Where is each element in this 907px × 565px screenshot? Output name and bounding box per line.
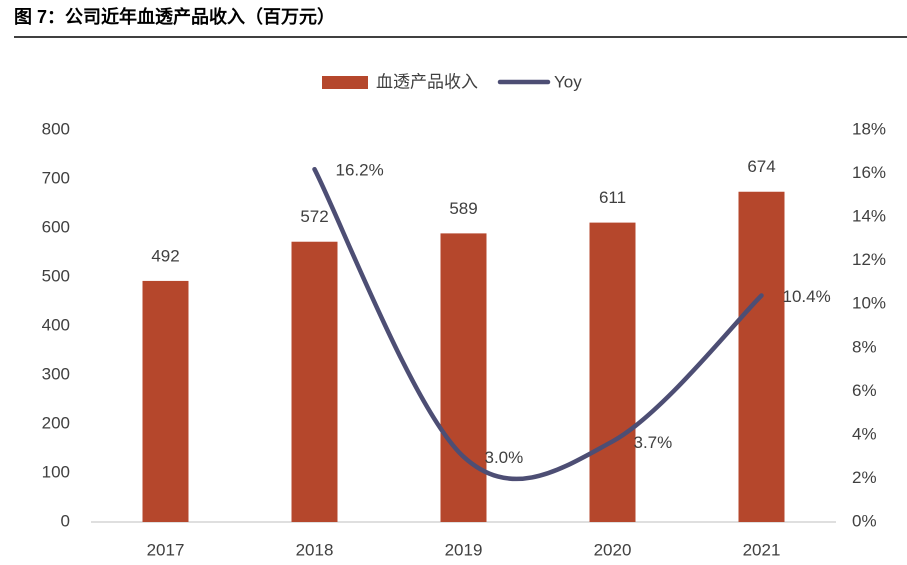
bar-value-label: 674 bbox=[747, 157, 775, 176]
y2-tick-label: 10% bbox=[852, 294, 886, 313]
bar-value-label: 492 bbox=[151, 246, 179, 265]
bar bbox=[738, 191, 785, 523]
y-tick-label: 200 bbox=[42, 413, 70, 432]
y2-tick-label: 18% bbox=[852, 119, 886, 138]
x-tick-label: 2018 bbox=[296, 540, 334, 559]
y-tick-label: 800 bbox=[42, 119, 70, 138]
line-value-label: 3.0% bbox=[485, 448, 524, 467]
line-value-label: 3.7% bbox=[634, 433, 673, 452]
y-tick-label: 400 bbox=[42, 315, 70, 334]
x-tick-label: 2021 bbox=[743, 540, 781, 559]
legend-swatch bbox=[322, 76, 368, 89]
bar-value-label: 572 bbox=[300, 207, 328, 226]
bar bbox=[142, 280, 189, 522]
y2-tick-label: 16% bbox=[852, 163, 886, 182]
bar bbox=[291, 241, 338, 522]
x-tick-label: 2020 bbox=[594, 540, 632, 559]
bar-value-label: 589 bbox=[449, 199, 477, 218]
line-value-label: 16.2% bbox=[336, 161, 384, 180]
y2-tick-label: 2% bbox=[852, 468, 877, 487]
y-tick-label: 600 bbox=[42, 217, 70, 236]
y2-tick-label: 6% bbox=[852, 381, 877, 400]
y-tick-label: 700 bbox=[42, 168, 70, 187]
y2-tick-label: 14% bbox=[852, 207, 886, 226]
bar bbox=[589, 222, 636, 523]
legend-label: 血透产品收入 bbox=[376, 72, 478, 91]
bar bbox=[440, 233, 487, 522]
line bbox=[312, 166, 764, 482]
y2-tick-label: 4% bbox=[852, 424, 877, 443]
legend-label: Yoy bbox=[554, 72, 582, 91]
chart-title: 图 7：公司近年血透产品收入（百万元） bbox=[14, 6, 335, 27]
y-tick-label: 100 bbox=[42, 462, 70, 481]
bar-value-label: 611 bbox=[599, 188, 626, 207]
y2-tick-label: 8% bbox=[852, 337, 877, 356]
y-tick-label: 500 bbox=[42, 266, 70, 285]
y-tick-label: 300 bbox=[42, 364, 70, 383]
x-tick-label: 2019 bbox=[445, 540, 483, 559]
x-tick-label: 2017 bbox=[147, 540, 185, 559]
y-tick-label: 0 bbox=[61, 511, 70, 530]
y2-tick-label: 12% bbox=[852, 250, 886, 269]
y2-tick-label: 0% bbox=[852, 511, 877, 530]
line-value-label: 10.4% bbox=[783, 287, 831, 306]
